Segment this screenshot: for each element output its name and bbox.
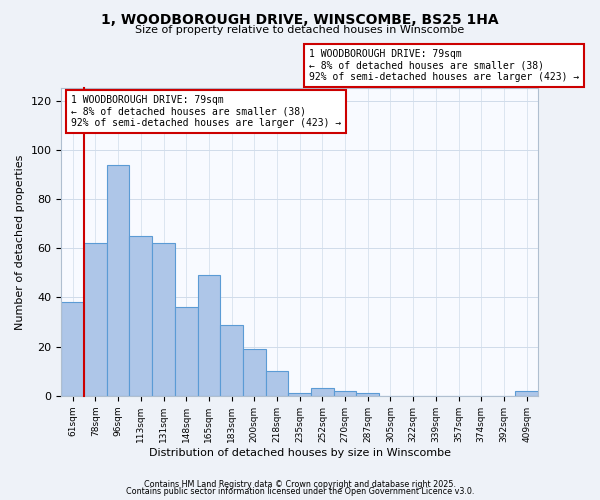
Bar	[84, 244, 107, 396]
Text: 1, WOODBOROUGH DRIVE, WINSCOMBE, BS25 1HA: 1, WOODBOROUGH DRIVE, WINSCOMBE, BS25 1H…	[101, 12, 499, 26]
Text: Contains HM Land Registry data © Crown copyright and database right 2025.: Contains HM Land Registry data © Crown c…	[144, 480, 456, 489]
Text: 1 WOODBOROUGH DRIVE: 79sqm
← 8% of detached houses are smaller (38)
92% of semi-: 1 WOODBOROUGH DRIVE: 79sqm ← 8% of detac…	[309, 49, 580, 82]
Y-axis label: Number of detached properties: Number of detached properties	[15, 154, 25, 330]
Bar	[356, 394, 379, 396]
Text: Contains public sector information licensed under the Open Government Licence v3: Contains public sector information licen…	[126, 487, 474, 496]
Bar	[61, 302, 84, 396]
Text: Size of property relative to detached houses in Winscombe: Size of property relative to detached ho…	[136, 25, 464, 35]
Bar	[220, 324, 243, 396]
Bar	[289, 394, 311, 396]
Bar	[175, 308, 197, 396]
X-axis label: Distribution of detached houses by size in Winscombe: Distribution of detached houses by size …	[149, 448, 451, 458]
Bar	[130, 236, 152, 396]
Bar	[334, 391, 356, 396]
Bar	[311, 388, 334, 396]
Bar	[107, 164, 130, 396]
Bar	[197, 276, 220, 396]
Bar	[243, 349, 266, 396]
Text: 1 WOODBOROUGH DRIVE: 79sqm
← 8% of detached houses are smaller (38)
92% of semi-: 1 WOODBOROUGH DRIVE: 79sqm ← 8% of detac…	[71, 94, 341, 128]
Bar	[515, 391, 538, 396]
Bar	[266, 372, 289, 396]
Bar	[152, 244, 175, 396]
